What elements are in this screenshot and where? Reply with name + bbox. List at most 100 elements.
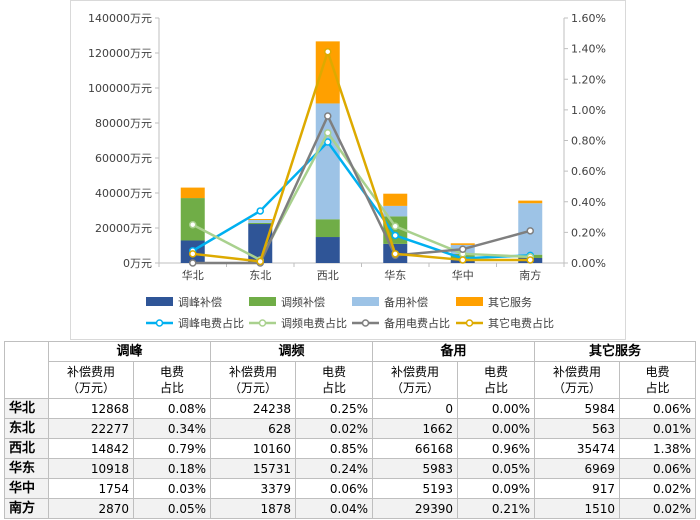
line-point [256, 257, 264, 266]
bar-segment [450, 243, 475, 245]
y2-tick-label: 1.20% [571, 73, 606, 86]
table-row: 南方 2870 0.05% 1878 0.04% 29390 0.21% 1510 0.02% [4, 498, 697, 519]
line-point [256, 207, 264, 215]
table-cell: 35474 [534, 438, 621, 459]
table-cell: 0.09% [457, 478, 536, 499]
table-sub-header-row: 补偿费用 （万元） 电费 占比 补偿费用 （万元） 电费 占比 补偿费用 （万元） 电费 占比 补偿费用… [5, 361, 697, 399]
y2-tick-label: 1.00% [571, 104, 606, 117]
y-tick-label: 0万元 [123, 257, 152, 270]
legend-label: 调频电费占比 [281, 316, 347, 330]
y2-tick-label: 0.40% [571, 196, 606, 209]
bar-segment [180, 187, 205, 199]
bar-segment [248, 219, 273, 221]
y-tick-label: 80000万元 [95, 117, 152, 130]
table-cell: 0.01% [619, 418, 697, 439]
y-tick-label: 20000万元 [95, 222, 152, 235]
table-cell: 0.06% [295, 478, 374, 499]
y-tick-label: 120000万元 [88, 47, 152, 60]
sub-header-pct: 电费 占比 [457, 361, 536, 399]
table-cell: 0.05% [457, 458, 536, 479]
y2-tick-label: 0.00% [571, 257, 606, 270]
table-row: 华北 12868 0.08% 24238 0.25% 0 0.00% 5984 0.06% [4, 398, 697, 419]
line-series [192, 131, 531, 262]
bar-segment [248, 220, 273, 223]
line-point [391, 222, 399, 230]
table-cell: 0.02% [619, 498, 697, 519]
table-cell: 5984 [534, 398, 621, 419]
table-cell: 66168 [372, 438, 459, 459]
table-cell: 917 [534, 478, 621, 499]
y-tick-label: 100000万元 [88, 82, 152, 95]
legend-label: 其它电费占比 [488, 316, 554, 330]
line-point [324, 47, 332, 56]
y2-tick-label: 0.80% [571, 135, 606, 148]
table-row: 华中 1754 0.03% 3379 0.06% 5193 0.09% 917 0.02% [4, 478, 697, 499]
table-cell: 0.02% [619, 478, 697, 499]
bar-segment [315, 103, 340, 220]
table-cell: 3379 [210, 478, 297, 499]
legend-swatch [456, 297, 483, 306]
line-point [189, 259, 197, 267]
table-cell: 10160 [210, 438, 297, 459]
group-header-tiaofeng: 调峰 [47, 341, 212, 362]
table-cell: 0.34% [132, 418, 212, 439]
legend-label: 调峰电费占比 [178, 316, 244, 330]
table-cell: 14842 [48, 438, 134, 459]
bar-segment [383, 193, 408, 206]
y-tick-label: 40000万元 [95, 187, 152, 200]
table-cell: 0.00% [457, 418, 536, 439]
x-tick-label: 华北 [182, 268, 204, 282]
table-cell: 0.24% [295, 458, 374, 479]
table-cell: 0.18% [132, 458, 212, 479]
table-cell: 0.79% [132, 438, 212, 459]
table-cell: 0.00% [457, 398, 536, 419]
data-table: 调峰 调频 备用 其它服务 补偿费用 （万元） 电费 占比 补偿费用 （万元） 电费 占比 补偿… [4, 341, 697, 519]
table-group-header-row: 调峰 调频 备用 其它服务 [4, 341, 697, 399]
table-cell: 0.02% [295, 418, 374, 439]
line-point [324, 138, 332, 146]
table-cell: 0.04% [295, 498, 374, 519]
y-tick-label: 60000万元 [95, 152, 152, 165]
legend-marker [465, 319, 474, 327]
table-cell: 0.25% [295, 398, 374, 419]
bar-segment [315, 237, 340, 263]
line-series [192, 140, 531, 260]
legend-swatch [352, 297, 379, 306]
table-cell: 0.21% [457, 498, 536, 519]
table-cell: 24238 [210, 398, 297, 419]
sub-header-cost: 补偿费用 （万元） [372, 361, 459, 399]
row-header-region: 东北 [4, 418, 49, 439]
row-header-region: 西北 [4, 438, 49, 459]
legend-marker [361, 319, 370, 327]
y-tick-label: 140000万元 [88, 12, 152, 25]
table-cell: 0.06% [619, 458, 697, 479]
row-header-region: 南方 [4, 498, 49, 519]
y2-tick-label: 1.40% [571, 43, 606, 56]
group-header-beiyong: 备用 [372, 341, 536, 362]
x-tick-label: 华中 [452, 268, 474, 282]
legend-label: 备用电费占比 [384, 316, 450, 330]
chart-container: 0万元 20000万元 40000万元 60000万元 80000万元 100000万元 1… [70, 0, 626, 340]
table-cell: 22277 [48, 418, 134, 439]
table-cell: 1754 [48, 478, 134, 499]
legend-label: 调频补偿 [281, 295, 325, 309]
table-body: 华北 12868 0.08% 24238 0.25% 0 0.00% 5984 0.06% 东北 2… [4, 398, 697, 519]
table-corner-cell [4, 341, 49, 399]
sub-header-cost: 补偿费用 （万元） [534, 361, 621, 399]
y2-tick-label: 0.60% [571, 165, 606, 178]
row-header-region: 华中 [4, 478, 49, 499]
table-cell: 0.85% [295, 438, 374, 459]
table-cell: 0.96% [457, 438, 536, 459]
line-point [526, 256, 534, 264]
table-cell: 0.08% [132, 398, 212, 419]
table-cell: 1.38% [619, 438, 697, 459]
table-cell: 0.05% [132, 498, 212, 519]
group-header-tiaopin: 调频 [210, 341, 374, 362]
legend-label: 其它服务 [488, 295, 532, 309]
line-point [526, 227, 534, 235]
table-cell: 628 [210, 418, 297, 439]
legend-label: 调峰补偿 [178, 295, 222, 309]
x-tick-label: 西北 [317, 269, 339, 282]
table-row: 华东 10918 0.18% 15731 0.24% 5983 0.05% 6969 0.06% [4, 458, 697, 479]
table-cell: 12868 [48, 398, 134, 419]
